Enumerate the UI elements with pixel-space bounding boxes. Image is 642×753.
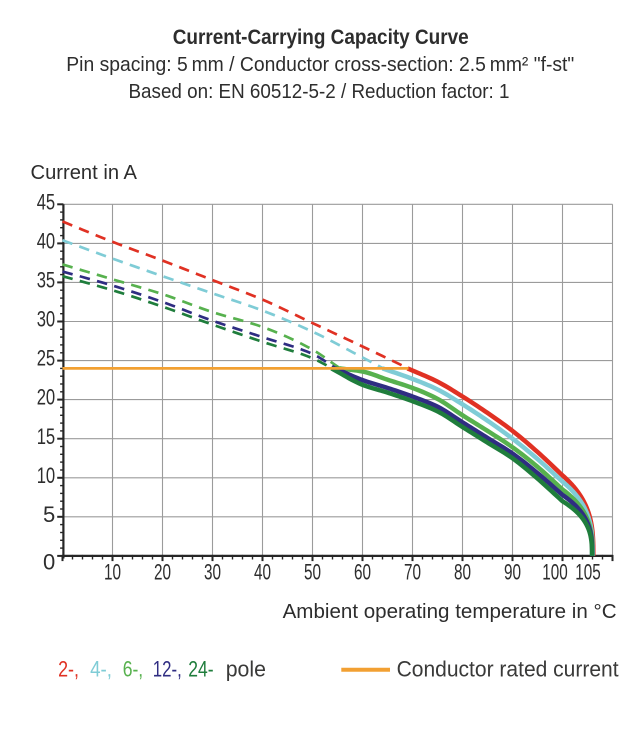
svg-text:0: 0 [43,550,55,575]
svg-text:35: 35 [37,268,56,293]
svg-text:90: 90 [504,560,521,585]
svg-text:15: 15 [37,424,56,449]
svg-text:Ambient operating temperature: Ambient operating temperature in °C [283,600,617,623]
svg-text:2-,: 2-, [58,656,79,681]
svg-text:Conductor rated current: Conductor rated current [397,656,619,681]
svg-text:4-,: 4-, [90,656,112,681]
svg-text:100: 100 [542,560,567,585]
svg-text:25: 25 [37,346,56,371]
svg-text:12-,: 12-, [153,656,182,681]
svg-text:10: 10 [37,463,56,488]
svg-text:105: 105 [575,560,600,585]
svg-text:80: 80 [454,560,471,585]
svg-text:50: 50 [304,560,321,585]
svg-text:45: 45 [37,189,56,214]
svg-text:Current-Carrying Capacity Curv: Current-Carrying Capacity Curve [173,25,469,49]
svg-text:5: 5 [43,502,55,527]
svg-text:Based on: EN 60512-5-2 / Reduc: Based on: EN 60512-5-2 / Reduction facto… [129,80,510,103]
svg-text:40: 40 [37,229,56,254]
svg-text:24-: 24- [188,656,213,681]
svg-text:20: 20 [154,560,171,585]
svg-text:10: 10 [104,560,121,585]
svg-text:6-,: 6-, [123,656,144,681]
svg-text:40: 40 [254,560,271,585]
svg-text:60: 60 [354,560,371,585]
svg-text:30: 30 [37,307,56,332]
svg-text:70: 70 [404,560,421,585]
svg-text:30: 30 [204,560,221,585]
svg-text:20: 20 [37,385,56,410]
svg-text:Pin spacing: 5 mm / Conductor: Pin spacing: 5 mm / Conductor cross-sect… [66,53,574,76]
svg-text:pole: pole [226,656,266,681]
svg-text:Current in A: Current in A [31,161,138,184]
